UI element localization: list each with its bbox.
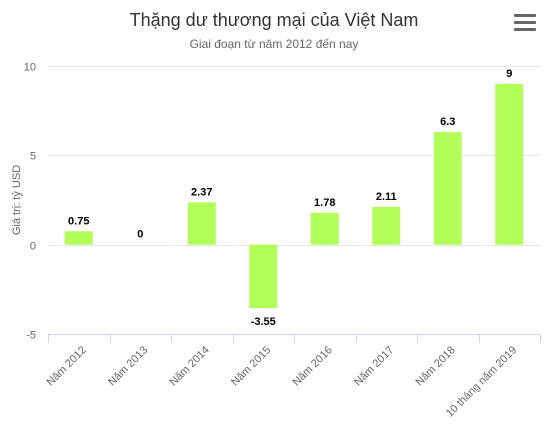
data-label: 0 [137,229,143,241]
x-tick-label: 10 tháng năm 2019 [444,344,520,420]
data-label: 6.3 [440,116,455,128]
hamburger-menu-icon[interactable] [514,14,536,34]
data-label: 1.78 [314,197,335,209]
data-label: 2.37 [191,186,212,198]
bar[interactable] [433,132,462,245]
data-label: 0.75 [68,215,89,227]
data-label: -3.55 [251,316,276,328]
y-axis-label: Giá trị: tỷ USD [11,165,23,235]
data-label: 2.11 [376,191,397,203]
chart-title: Thặng dư thương mại của Việt Nam [130,10,419,30]
y-tick-label: -5 [26,330,36,342]
x-tick-label: Năm 2013 [106,344,150,388]
x-axis-ticks: Năm 2012 Năm 2013 Năm 2014 Năm 2015 Năm 2016… [44,344,519,420]
data-labels: 0.75 0 2.37 -3.55 1.78 2.11 6.3 9 [68,68,512,328]
x-tick-label: Năm 2012 [44,344,88,388]
x-tick-label: Năm 2018 [413,344,457,388]
y-tick-label: 10 [24,62,36,74]
x-tick-label: Năm 2017 [352,344,396,388]
bar[interactable] [310,212,339,245]
menu-line [514,21,536,24]
x-tick-label: Năm 2014 [167,344,211,388]
y-axis-ticks: -5 0 5 10 [24,62,36,342]
x-tick-label: Năm 2016 [290,344,334,388]
bar[interactable] [495,83,524,245]
grid-lines [48,66,541,343]
menu-line [514,28,536,31]
y-tick-label: 0 [30,241,36,253]
bar[interactable] [187,202,216,245]
bar[interactable] [249,244,278,309]
chart-subtitle: Giai đoạn từ năm 2012 đến nay [190,37,359,51]
y-tick-label: 5 [30,151,36,163]
data-label: 9 [506,68,512,80]
bar[interactable] [372,206,401,245]
x-tick-label: Năm 2015 [229,344,273,388]
bar[interactable] [64,231,93,245]
menu-line [514,14,536,17]
bars [64,83,524,309]
